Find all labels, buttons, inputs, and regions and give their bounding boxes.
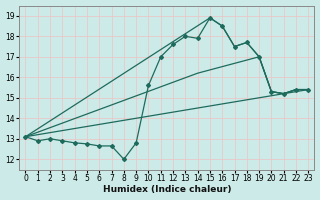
- X-axis label: Humidex (Indice chaleur): Humidex (Indice chaleur): [103, 185, 231, 194]
